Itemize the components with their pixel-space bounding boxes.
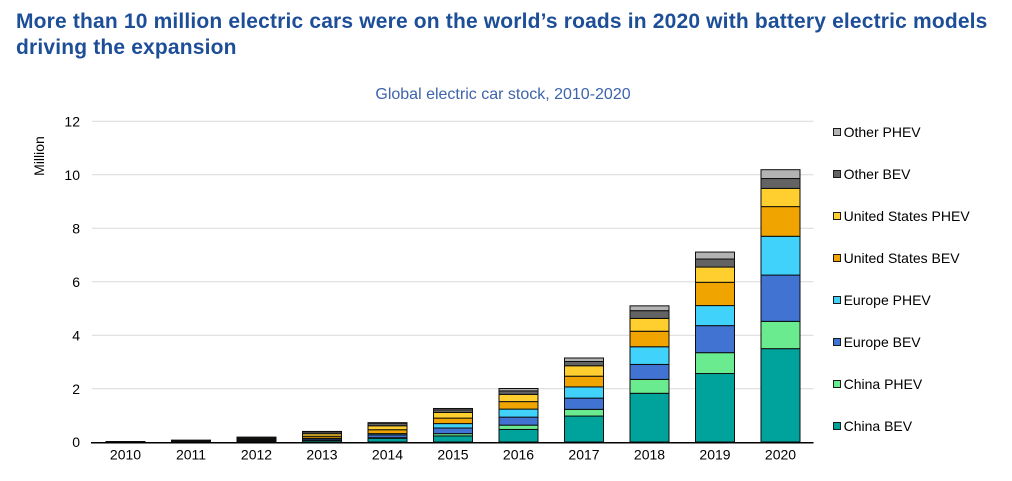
svg-text:2014: 2014 [372,447,403,463]
svg-text:Other BEV: Other BEV [844,166,912,182]
svg-text:Other PHEV: Other PHEV [844,124,922,140]
svg-text:2015: 2015 [437,447,468,463]
svg-text:2012: 2012 [241,447,272,463]
svg-text:4: 4 [72,327,80,343]
svg-text:2013: 2013 [306,447,337,463]
svg-text:Europe BEV: Europe BEV [844,334,922,350]
svg-text:China BEV: China BEV [844,418,913,434]
svg-text:6: 6 [72,274,80,290]
svg-text:10: 10 [64,167,80,183]
svg-text:2017: 2017 [568,447,599,463]
svg-text:China PHEV: China PHEV [844,376,923,392]
svg-text:United States BEV: United States BEV [844,250,961,266]
svg-text:2: 2 [72,381,80,397]
svg-text:2010: 2010 [110,447,141,463]
svg-text:2019: 2019 [699,447,730,463]
svg-text:12: 12 [64,113,80,129]
svg-text:Europe PHEV: Europe PHEV [844,292,932,308]
svg-text:8: 8 [72,220,80,236]
svg-text:2018: 2018 [634,447,665,463]
svg-text:United States PHEV: United States PHEV [844,208,971,224]
svg-text:0: 0 [72,434,80,450]
svg-text:2011: 2011 [176,447,206,463]
svg-text:Million: Million [31,136,47,176]
svg-text:Global electric car stock, 201: Global electric car stock, 2010-2020 [375,86,630,103]
svg-text:2020: 2020 [765,447,796,463]
svg-text:2016: 2016 [503,447,534,463]
